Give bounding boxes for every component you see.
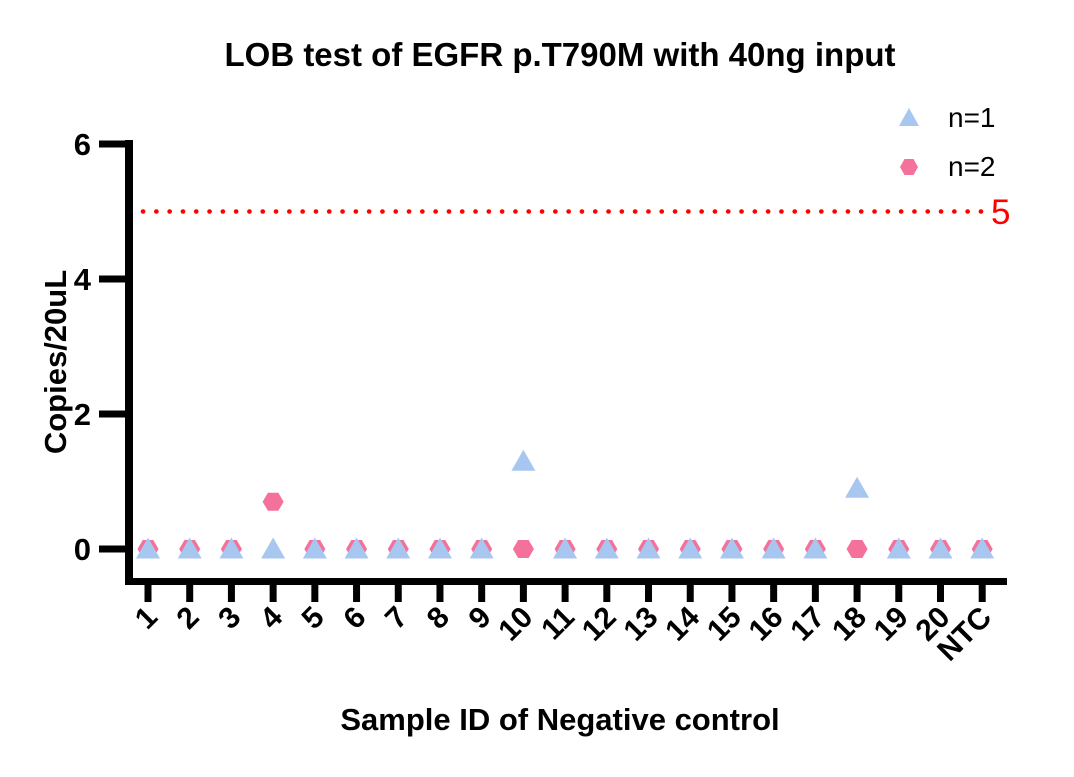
x-tick [728,585,736,602]
marker-n2-hexagon [262,492,284,511]
y-tick-label: 0 [74,532,91,567]
x-tick [478,585,486,602]
x-tick-label: 13 [618,601,665,648]
legend-item-n2: n=2 [890,144,996,190]
x-tick-label: 14 [659,600,706,647]
marker-n1-triangle [469,537,494,559]
x-tick [227,585,235,602]
marker-n1-triangle [678,537,703,559]
x-tick [394,585,402,602]
marker-n1-triangle [803,537,828,559]
legend-item-n1: n=1 [890,95,996,141]
legend-label-n2: n=2 [948,151,996,182]
x-tick-label: 17 [784,601,831,648]
marker-n1-triangle [594,537,619,559]
marker-n1-triangle [761,537,786,559]
threshold-value-label: 5 [991,193,1011,232]
y-tick [99,410,125,418]
x-tick [436,585,444,602]
x-tick-label: 12 [576,601,623,648]
x-tick [519,585,527,602]
marker-n1-triangle [636,537,661,559]
marker-n1-triangle [928,537,953,559]
marker-n1-triangle [302,537,327,559]
marker-n1-triangle [261,537,286,559]
legend-label-n1: n=1 [948,102,996,133]
x-tick [269,585,277,602]
y-axis-line [125,140,133,585]
x-tick-label: 9 [462,601,497,636]
marker-n1-triangle [719,537,744,559]
y-tick [99,545,125,553]
x-tick [686,585,694,602]
y-tick-label: 6 [74,127,91,162]
x-tick [186,585,194,602]
triangle-marker-icon [899,108,919,126]
x-tick-label: 2 [171,601,206,636]
x-tick [144,585,152,602]
x-tick-label: 4 [254,600,289,635]
y-tick-label: 2 [74,397,91,432]
marker-n1-triangle [427,537,452,559]
hexagon-marker-icon [900,159,918,175]
x-tick-label: 3 [212,601,247,636]
y-tick-label: 4 [74,262,92,297]
x-tick-label: 19 [868,601,915,648]
x-tick [603,585,611,602]
x-tick-label: 6 [337,601,372,636]
x-tick [811,585,819,602]
y-tick [99,275,125,283]
x-tick-label: 16 [743,601,790,648]
x-tick-label: 18 [826,601,873,648]
x-tick-label: 11 [535,601,581,647]
marker-n1-triangle [344,537,369,559]
x-tick [853,585,861,602]
marker-n1-triangle [511,449,536,471]
marker-n1-triangle [553,537,578,559]
x-tick-label: 7 [379,601,414,636]
x-tick-label: 5 [296,601,331,636]
marker-n1-triangle [219,537,244,559]
y-tick [99,140,125,148]
marker-n1-triangle [970,537,995,559]
x-tick [895,585,903,602]
x-tick-label: 1 [129,601,164,636]
x-tick [311,585,319,602]
x-tick [645,585,653,602]
x-axis-line [125,578,1007,585]
chart-title: LOB test of EGFR p.T790M with 40ng input [224,36,896,73]
x-tick [561,585,569,602]
x-tick-label: 10 [492,601,539,648]
x-tick-label: 15 [701,601,748,648]
marker-n2-hexagon [846,540,868,558]
x-tick [770,585,778,602]
marker-n2-hexagon [512,540,534,558]
marker-n1-triangle [386,537,411,559]
marker-n1-triangle [886,537,911,559]
x-tick-label: 8 [421,601,456,636]
x-axis-title: Sample ID of Negative control [340,702,780,737]
x-tick [353,585,361,602]
marker-n1-triangle [136,537,160,559]
x-tick [978,585,986,602]
marker-n1-triangle [177,537,202,559]
legend: n=1 n=2 [890,95,996,190]
x-tick [936,585,944,602]
marker-n1-triangle [845,476,870,498]
